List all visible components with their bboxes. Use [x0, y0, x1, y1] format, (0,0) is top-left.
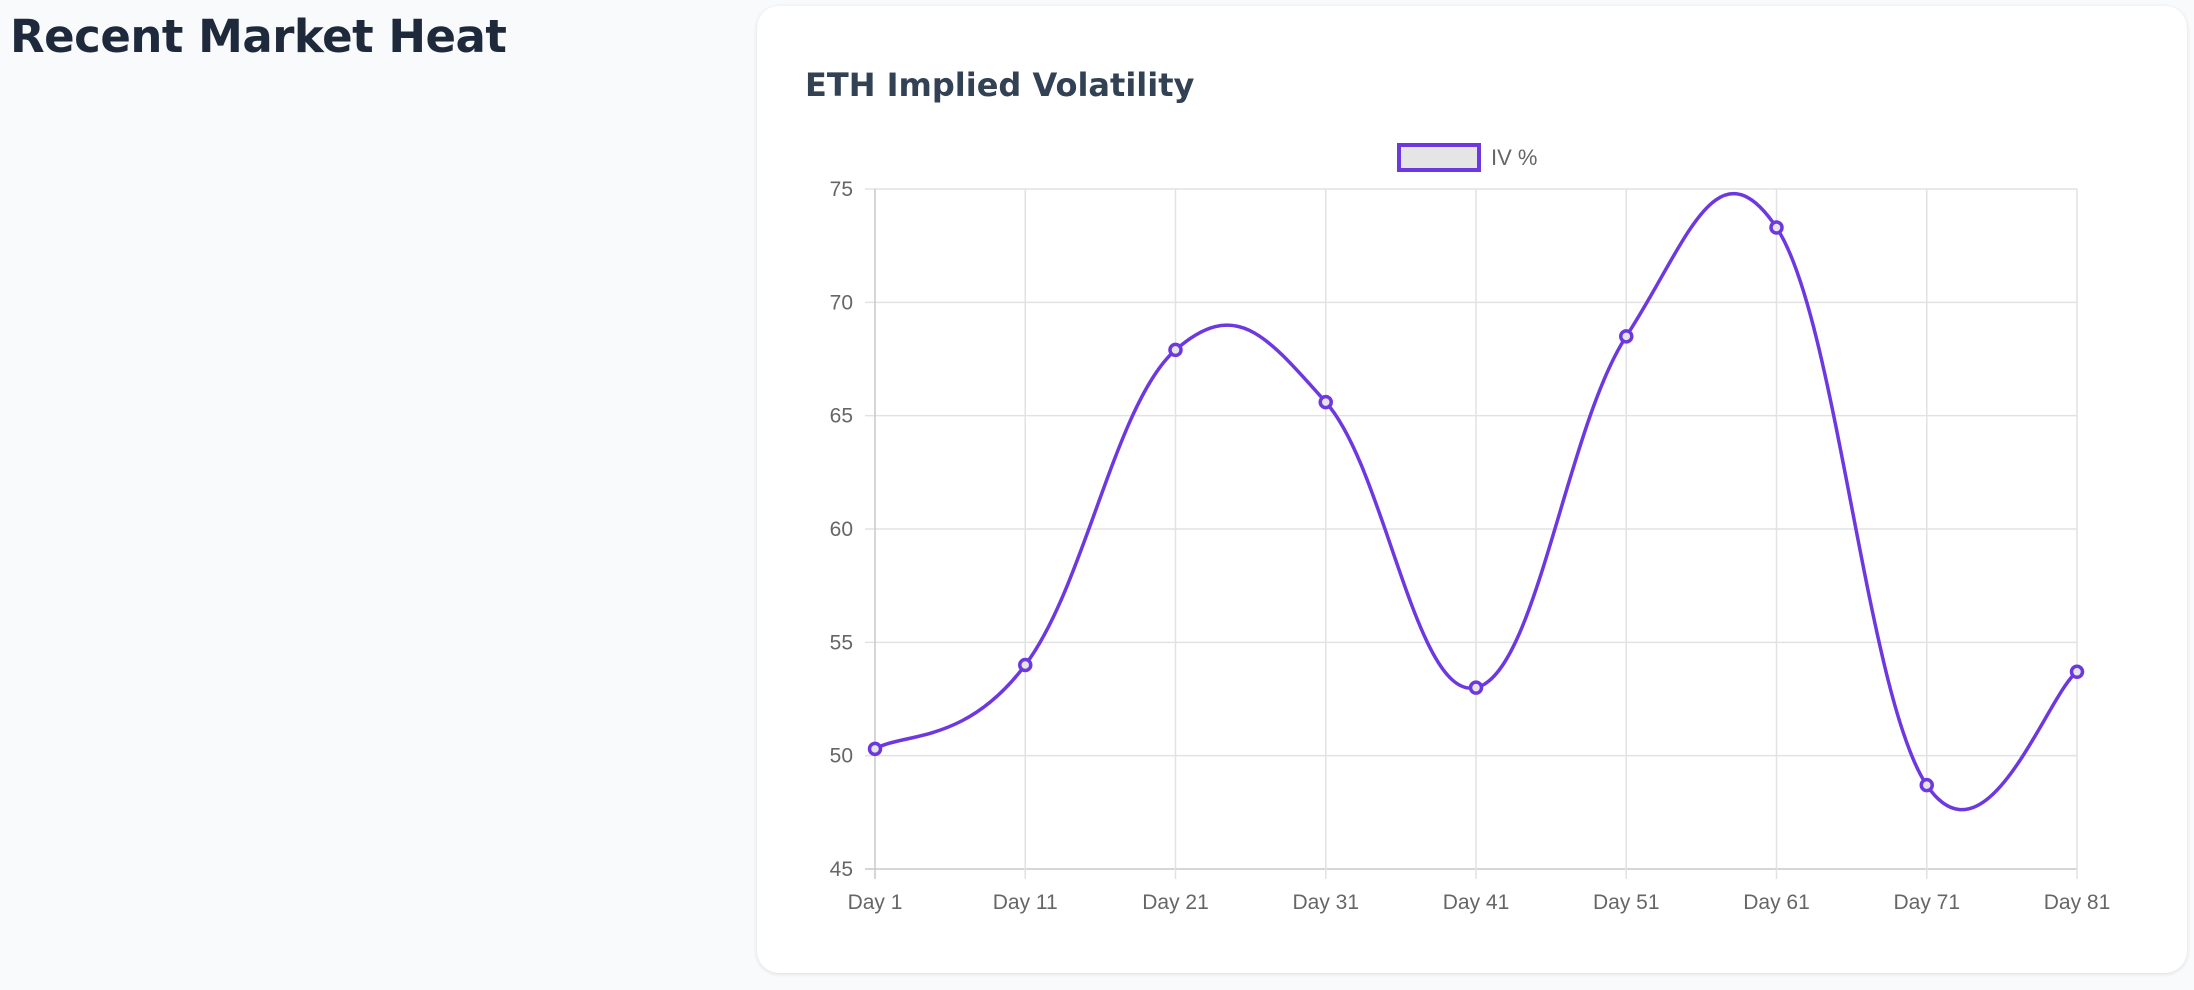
x-tick-label: Day 71: [1893, 891, 1960, 914]
x-tick-label: Day 21: [1142, 891, 1209, 914]
y-tick-label: 60: [830, 518, 853, 541]
data-point: [1619, 329, 1634, 344]
iv-line-chart: 45 50 55 60 65 70 75 Day 1 Day 11 Day 21 Day 31 Day…: [830, 143, 2111, 914]
y-tick-label: 45: [830, 858, 853, 881]
y-tick-label: 75: [830, 178, 853, 201]
iv-series-line: [874, 191, 2079, 812]
data-point: [1769, 220, 1784, 235]
data-point: [1168, 342, 1183, 358]
x-tick-label: Day 41: [1443, 891, 1510, 914]
x-tick-label: Day 51: [1593, 891, 1660, 914]
y-tick-label: 70: [830, 291, 853, 314]
y-tick-label: 50: [830, 745, 853, 768]
data-point: [867, 741, 883, 757]
legend-swatch: [1397, 143, 1481, 172]
data-point: [1468, 680, 1484, 695]
x-tick-label: Day 81: [2044, 891, 2111, 914]
x-tick-label: Day 11: [993, 891, 1058, 914]
x-tick-label: Day 31: [1292, 891, 1359, 914]
chart-card: ETH Implied Volatility 45 50 55 60 65 70 75 Day…: [757, 6, 2187, 973]
data-point: [1018, 657, 1033, 673]
y-tick-label: 65: [830, 405, 853, 428]
x-tick-label: Day 1: [848, 891, 903, 914]
page-title: Recent Market Heat: [10, 10, 507, 63]
data-point: [1318, 394, 1333, 410]
legend-label: IV %: [1491, 145, 1537, 170]
data-point: [2069, 664, 2085, 680]
data-point: [1919, 777, 1934, 793]
y-tick-label: 55: [830, 631, 853, 654]
chart-title: ETH Implied Volatility: [805, 66, 1195, 104]
x-tick-label: Day 61: [1743, 891, 1810, 914]
